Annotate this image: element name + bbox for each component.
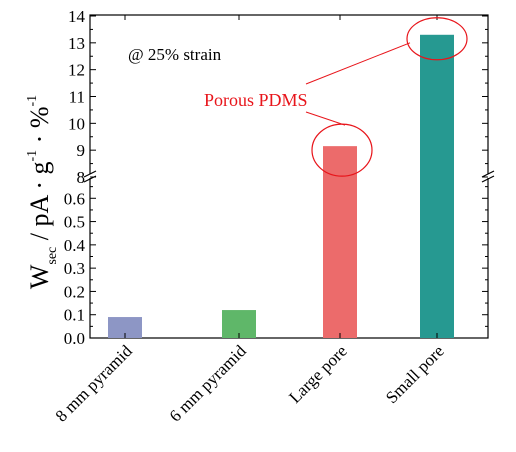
- y-axis-label-mid: · %: [25, 107, 54, 150]
- category-label-small-pore: Small pore: [382, 341, 448, 407]
- category-label-6-mm-pyramid: 6 mm pyramid: [166, 341, 251, 426]
- y-tick-lower-1-label: 0.1: [64, 306, 85, 325]
- axis-break-gap-left: [84, 174, 96, 178]
- y-tick-lower-0-label: 0.0: [64, 329, 85, 348]
- y-tick-lower-2-label: 0.2: [64, 282, 85, 301]
- y-axis-label-sup2: -1: [25, 95, 40, 107]
- y-tick-lower-5-label: 0.5: [64, 213, 85, 232]
- strain-annotation: @ 25% strain: [128, 45, 222, 64]
- y-axis-label-sup1: -1: [25, 150, 40, 162]
- y-axis-label-main: W: [25, 264, 54, 289]
- y-tick-upper-4-label: 12: [68, 61, 85, 80]
- category-labels-group: 8 mm pyramid 6 mm pyramid Large pore Small …: [52, 341, 448, 426]
- category-label-8-mm-pyramid: 8 mm pyramid: [52, 341, 137, 426]
- bar-8-mm-pyramid: [108, 317, 142, 338]
- callout-line-small-pore: [305, 42, 411, 85]
- callout-line-large-pore: [305, 111, 346, 126]
- y-tick-lower-6-label: 0.6: [64, 189, 85, 208]
- y-tick-upper-1-label: 9: [77, 141, 86, 160]
- y-tick-upper-6-label: 14: [68, 7, 86, 26]
- axis-break-mark-left-1: [83, 170, 97, 178]
- bars-group: [108, 34, 454, 339]
- y-tick-lower-4-label: 0.4: [64, 236, 86, 255]
- y-tick-lower-3-label: 0.3: [64, 259, 85, 278]
- y-tick-upper-5-label: 13: [68, 34, 85, 53]
- y-tick-upper-2-label: 10: [68, 114, 85, 133]
- axis-break-mark-right-1: [481, 170, 495, 178]
- callout-ellipse-small-pore: [406, 17, 468, 61]
- y-axis-label: Wsec / pA · g-1 · %-1: [25, 95, 60, 289]
- y-axis-label-sub: sec: [45, 247, 60, 265]
- bar-small-pore: [420, 34, 454, 339]
- ticks-group: 0.0 0.1 0.2 0.3 0.4 0.5 0.6 8 9 10 11 12 13 14: [64, 7, 488, 348]
- y-tick-upper-0-label: 8: [77, 168, 86, 187]
- bar-large-pore: [323, 146, 357, 338]
- axis-break-mark-right-2: [481, 175, 495, 183]
- axis-break-gap-right: [482, 174, 494, 178]
- callout-group: [305, 17, 468, 177]
- category-label-large-pore: Large pore: [285, 341, 351, 407]
- y-axis-label-rest: / pA · g: [25, 162, 54, 247]
- porous-pdms-annotation: Porous PDMS: [204, 90, 308, 110]
- y-tick-upper-3-label: 11: [69, 88, 85, 107]
